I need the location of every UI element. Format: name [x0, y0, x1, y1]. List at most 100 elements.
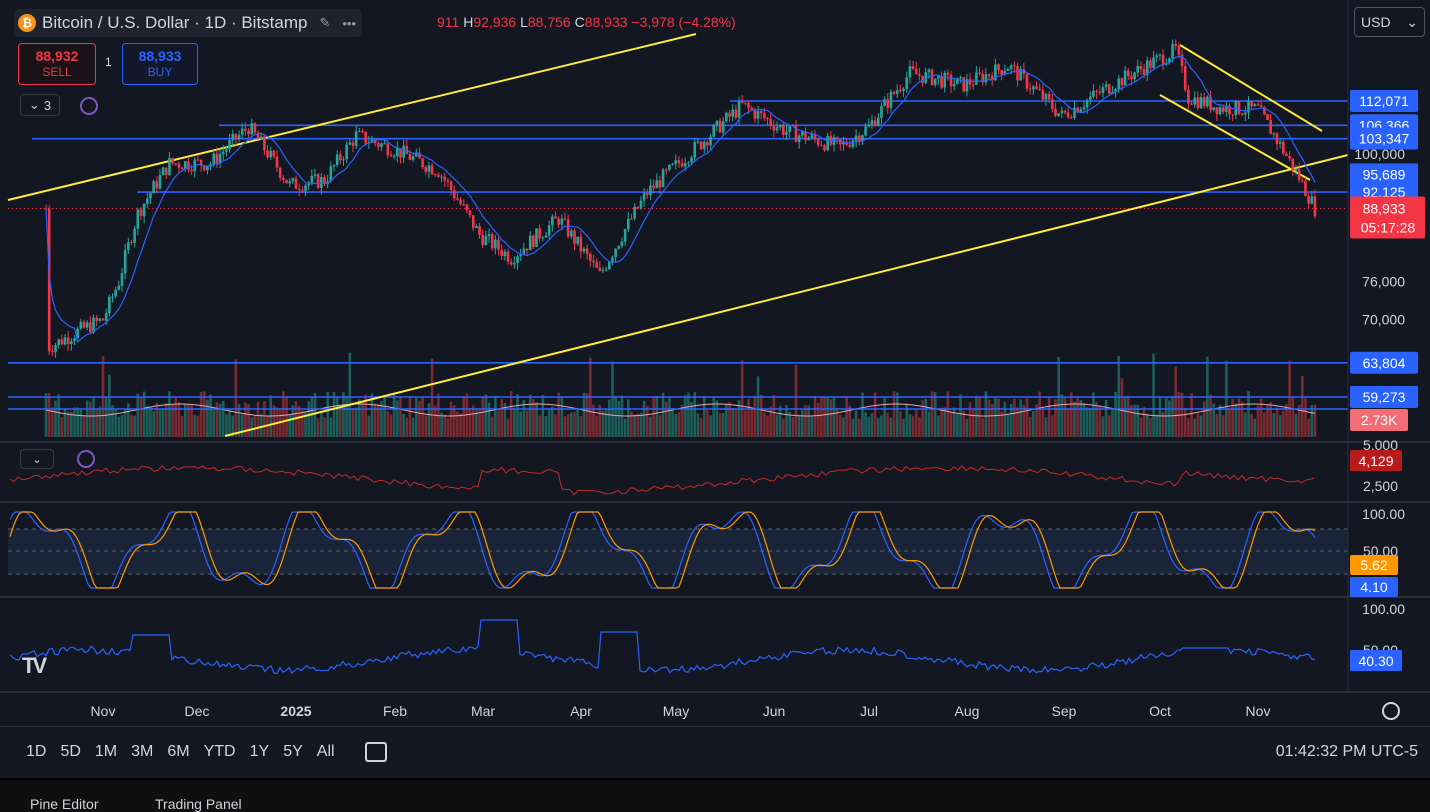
sync-icon[interactable] [80, 97, 98, 115]
candle-body [171, 157, 174, 164]
candle-body [1092, 90, 1095, 97]
edit-icon[interactable]: ✎ [319, 15, 331, 30]
candle-body [933, 78, 937, 85]
volume-bar [829, 399, 833, 437]
candle-body [351, 142, 355, 146]
volume-bar [500, 398, 504, 437]
candle-body [89, 322, 92, 333]
candle-body [452, 189, 456, 199]
candle-body [785, 131, 788, 135]
candle-body [462, 204, 466, 206]
calendar-icon[interactable] [364, 741, 387, 762]
buy-button[interactable]: 88,933 BUY [122, 43, 198, 85]
candle-body [142, 203, 146, 217]
candle-body [1228, 105, 1231, 115]
gear-icon[interactable] [1382, 702, 1400, 720]
candle-body [804, 131, 807, 141]
chevron-down-icon: ⌄ [32, 453, 42, 466]
stoch-d-line [9, 511, 1316, 589]
trendline [1179, 44, 1323, 132]
candle-body [570, 230, 573, 237]
range-button[interactable]: YTD [203, 742, 236, 760]
volume-bar [788, 411, 791, 437]
volume-bar [1051, 415, 1054, 437]
volume-bar [329, 417, 333, 437]
candle-body [851, 140, 855, 147]
range-button[interactable]: 1D [26, 742, 47, 760]
countdown-label: 05:17:28 [1361, 219, 1416, 235]
currency-select[interactable]: USD ⌄ [1354, 7, 1425, 37]
indicators-toggle[interactable]: ⌄ 3 [20, 94, 60, 116]
volume-bar [1111, 409, 1114, 437]
tab-trading-panel[interactable]: Trading Panel [155, 796, 242, 812]
range-button[interactable]: 6M [167, 742, 190, 760]
candle-body [1142, 69, 1146, 76]
time-axis: Nov Dec 2025 Feb Mar Apr May Jun Jul Aug Sep Oct Nov [91, 0, 1349, 719]
range-button[interactable]: 1M [94, 742, 118, 760]
pane-collapse-toggle[interactable]: ⌄ [20, 449, 54, 469]
volume-bar [1282, 410, 1285, 437]
volume-bar [57, 394, 60, 437]
volume-bar [538, 415, 541, 437]
candle-body [263, 136, 266, 151]
candle-body [823, 145, 826, 151]
candle-body [563, 218, 567, 220]
pane1-value: 4,129 [1358, 453, 1393, 469]
candle-body [395, 148, 399, 157]
volume-bar [399, 397, 402, 437]
candle-body [1107, 84, 1111, 94]
volume-bar [842, 417, 845, 437]
volume-bar [291, 405, 295, 437]
candle-body [377, 143, 380, 147]
tab-pine-editor[interactable]: Pine Editor [30, 796, 99, 812]
candle-body [136, 209, 140, 229]
range-button[interactable]: All [316, 742, 335, 760]
volume-bar [79, 409, 83, 437]
volume-bar [1136, 404, 1140, 437]
volume-bar [807, 405, 810, 437]
candle-body [734, 109, 738, 118]
volume-bar [108, 374, 111, 437]
volume-bar [598, 404, 602, 437]
volume-bar [345, 395, 348, 437]
candle-body [1133, 72, 1136, 80]
candle-body [895, 90, 899, 94]
symbol-title[interactable]: Bitcoin / U.S. Dollar · 1D · Bitstamp [42, 13, 308, 32]
candle-body [693, 142, 697, 158]
clock[interactable]: 01:42:32 PM UTC-5 [1275, 742, 1418, 760]
volume-bar [1253, 418, 1257, 437]
stoch-tick: 100.00 [1362, 506, 1405, 522]
candle-body [601, 269, 605, 271]
candle-body [645, 193, 649, 196]
sync-icon[interactable] [77, 450, 95, 468]
volume-bar [494, 395, 497, 437]
candle-body [244, 128, 247, 131]
volume-bar [380, 400, 383, 437]
candle-body [870, 120, 874, 125]
price-level-label-bg [1350, 351, 1418, 374]
order-quantity[interactable]: 1 [105, 55, 112, 69]
volume-bar [386, 411, 390, 437]
volume-bar [1209, 394, 1212, 437]
candle-body [1085, 99, 1089, 108]
candle-body [1104, 84, 1108, 88]
symbol-header[interactable]: ₿ Bitcoin / U.S. Dollar · 1D · Bitstamp … [14, 9, 363, 37]
range-button[interactable]: 5Y [283, 742, 303, 760]
horizontal-levels [8, 100, 1348, 410]
candle-body [146, 198, 149, 204]
volume-bar [680, 404, 684, 437]
range-button[interactable]: 1Y [249, 742, 270, 760]
trendline [1159, 94, 1311, 181]
more-icon[interactable]: ••• [342, 15, 357, 31]
candle-body [769, 118, 772, 126]
volume-bar [848, 405, 852, 437]
candle-body [206, 166, 209, 171]
sell-button[interactable]: 88,932 SELL [18, 43, 96, 85]
range-button[interactable]: 5D [60, 742, 81, 760]
range-button[interactable]: 3M [131, 742, 154, 760]
volume-bar [1101, 416, 1105, 437]
candle-body [984, 74, 988, 83]
tradingview-logo[interactable]: TV [22, 653, 47, 678]
candle-body [1123, 70, 1127, 86]
